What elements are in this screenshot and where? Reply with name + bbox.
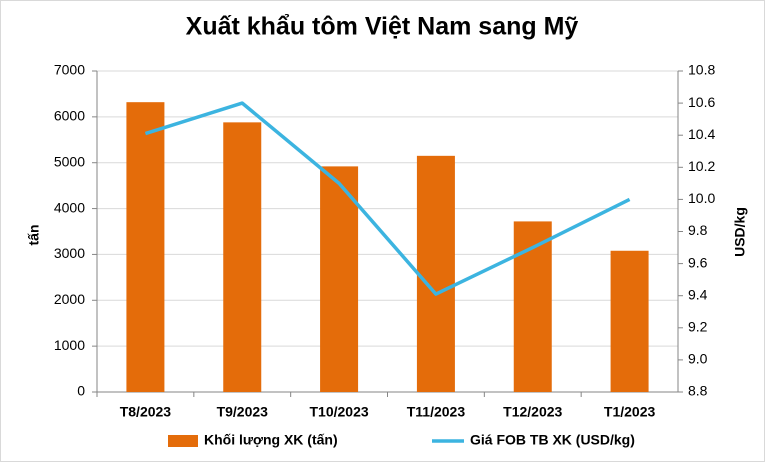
bar	[223, 122, 262, 393]
y2-tick-label: 8.8	[688, 383, 708, 399]
x-tick-label: T10/2023	[309, 404, 368, 420]
y2-axis-title: USD/kg	[732, 207, 748, 257]
y-tick-label: 6000	[54, 108, 85, 124]
y-tick-label: 2000	[54, 291, 85, 307]
legend-swatch	[168, 435, 198, 447]
bar	[416, 155, 455, 392]
y2-tick-label: 10.4	[688, 126, 715, 142]
bar	[610, 250, 649, 392]
bar	[126, 102, 165, 392]
y2-tick-label: 10.2	[688, 158, 715, 174]
legend-label: Khối lượng XK (tấn)	[204, 432, 338, 448]
y-axis-title: tấn	[26, 225, 42, 246]
y2-tick-label: 9.2	[688, 319, 708, 335]
x-tick-label: T1/2023	[604, 404, 656, 420]
legend-label: Giá FOB TB XK (USD/kg)	[470, 432, 635, 448]
y-tick-label: 5000	[54, 153, 85, 169]
y2-tick-label: 9.8	[688, 222, 708, 238]
y-tick-label: 0	[77, 383, 85, 399]
chart-title: Xuất khẩu tôm Việt Nam sang Mỹ	[186, 13, 579, 41]
bar	[320, 166, 359, 392]
x-tick-label: T9/2023	[217, 404, 269, 420]
bar	[513, 221, 552, 392]
y-tick-label: 1000	[54, 337, 85, 353]
y-tick-label: 4000	[54, 199, 85, 215]
x-tick-label: T12/2023	[503, 404, 562, 420]
y2-tick-label: 9.0	[688, 351, 708, 367]
y2-tick-label: 9.6	[688, 254, 708, 270]
y2-tick-label: 10.0	[688, 190, 715, 206]
line	[144, 101, 631, 296]
y2-tick-label: 10.8	[688, 62, 715, 78]
x-tick-label: T11/2023	[407, 404, 466, 420]
y2-tick-label: 9.4	[688, 286, 708, 302]
y-tick-label: 3000	[54, 245, 85, 261]
x-tick-label: T8/2023	[120, 404, 172, 420]
y-tick-label: 7000	[54, 62, 85, 78]
y2-tick-label: 10.6	[688, 94, 715, 110]
